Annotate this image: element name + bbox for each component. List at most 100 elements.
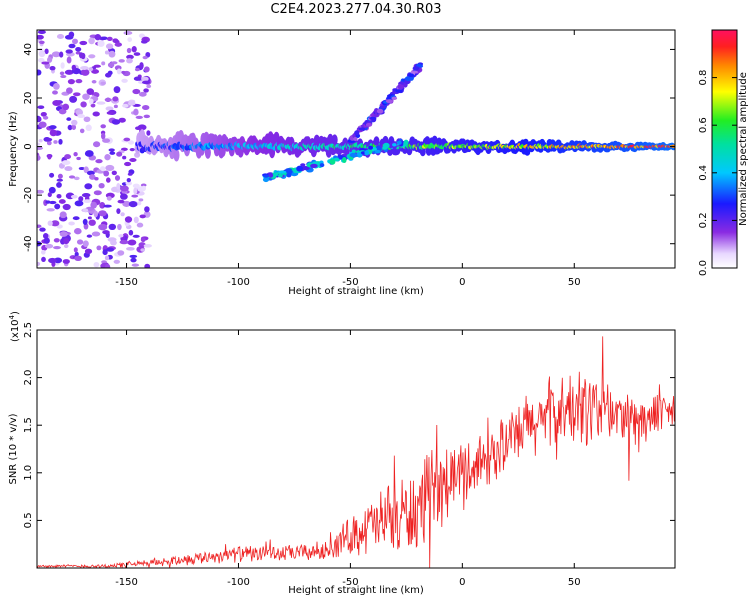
spectrogram-cell [92, 111, 100, 117]
spectrogram-cell [105, 177, 111, 183]
snr-x-ticks: -150 -100 -50 0 50 [115, 330, 581, 588]
spectrogram-cell [48, 200, 57, 205]
spectrogram-cell [117, 199, 125, 204]
spectrogram-cell [204, 146, 211, 159]
spectrogram-cell [118, 59, 125, 63]
spectrogram-cell [132, 88, 141, 95]
spectrogram-cell [73, 92, 81, 97]
spectrogram-cell [93, 190, 102, 196]
spectrogram-cell [82, 93, 90, 100]
spectrogram-cell [114, 175, 121, 181]
spectrogram-cell [397, 84, 405, 90]
spectrogram-cell [67, 78, 75, 85]
spectrogram-cell [49, 129, 58, 137]
spectrogram-cell [69, 95, 78, 103]
spectrogram-cell [106, 111, 114, 115]
spectrogram-cell [146, 84, 152, 89]
spectrogram-cell [37, 69, 42, 76]
spectrogram-cell [56, 33, 65, 40]
spectrogram-cell [373, 113, 378, 118]
spectrogram-cell [125, 181, 133, 186]
spectrogram-cell [85, 124, 92, 132]
spectrogram-cell [59, 231, 68, 237]
spectrogram-cell [397, 140, 402, 145]
spectrogram-cell [66, 56, 72, 64]
spectrogram-cell [379, 105, 386, 109]
spectrogram-x-axis-label: Height of straight line (km) [288, 286, 424, 297]
spectrogram-cell [73, 152, 78, 157]
spectrogram-cell [143, 66, 150, 73]
spectrogram-cell [104, 154, 111, 161]
spectrogram-cell [60, 62, 65, 69]
spectrogram-cell [391, 96, 398, 100]
colorbar-tick-label: 0.4 [698, 165, 709, 181]
spectrogram-cell [79, 128, 85, 134]
spectrogram-cell [319, 163, 325, 168]
spectrogram-cell [127, 239, 137, 246]
spectrogram-cell [73, 228, 82, 235]
spectrogram-cell [91, 231, 101, 237]
spectrogram-cell [354, 130, 360, 136]
spectrogram-cell [62, 259, 70, 264]
spectrogram-cell [46, 208, 55, 212]
spectrogram-cell [74, 251, 79, 257]
spectrogram-cell [41, 256, 46, 262]
spectrogram-cell [300, 163, 306, 167]
snr-x-axis-label: Height of straight line (km) [288, 585, 424, 596]
y-tick-label: 0 [23, 143, 34, 149]
colorbar-ticks: 0.0 0.2 0.4 0.6 0.8 [698, 70, 737, 276]
spectrogram-cell [143, 243, 152, 248]
spectrogram-cell [84, 183, 93, 190]
spectrogram-cell [133, 52, 141, 56]
spectrogram-cell [140, 183, 147, 187]
spectrogram-cell [75, 78, 83, 84]
spectrogram-cell [48, 257, 57, 264]
spectrogram-cell [106, 196, 112, 201]
spectrogram-cell [105, 106, 114, 111]
spectrogram-cell [144, 263, 151, 268]
spectrogram-cell [47, 154, 52, 160]
snr-multiplier-close: ) [10, 311, 21, 315]
spectrogram-cell [268, 172, 274, 178]
spectrogram-cell [38, 40, 45, 45]
spectrogram-cell [100, 81, 106, 86]
spectrogram-cell [126, 246, 135, 251]
spectrogram-cell [105, 164, 115, 171]
spectrogram-cell [365, 122, 373, 127]
spectrogram-cell [143, 88, 149, 93]
spectrogram-cell [138, 33, 145, 39]
spectrogram-cell [120, 193, 128, 200]
spectrogram-cell [395, 89, 403, 93]
colorbar-label: Normalized spectral amplitude [738, 72, 749, 226]
spectrogram-cell [412, 66, 420, 71]
spectrogram-cell [122, 103, 129, 108]
spectrogram-cell [106, 36, 113, 42]
spectrogram-cell [142, 55, 148, 60]
spectrogram-cell [143, 114, 151, 119]
spectrogram-cell [40, 249, 46, 255]
spectrogram-cell [123, 31, 133, 35]
spectrogram-cell [358, 127, 366, 131]
spectrogram-cell [101, 36, 108, 40]
spectrogram-cell [47, 220, 53, 226]
spectrogram-cell [74, 255, 82, 262]
spectrogram-cell [86, 88, 95, 95]
spectrogram-cell [38, 50, 46, 58]
spectrogram-cell [278, 174, 283, 178]
spectrogram-cell [110, 240, 117, 246]
spectrogram-cell [94, 176, 99, 181]
spectrogram-cell [37, 189, 45, 194]
spectrogram-cell [331, 134, 338, 146]
spectrogram-cell [296, 165, 303, 172]
spectrogram-cell [66, 117, 72, 121]
spectrogram-cell [102, 230, 110, 235]
spectrogram-cell [120, 212, 125, 217]
spectrogram-cell [90, 103, 96, 108]
spectrogram-cell [77, 114, 86, 119]
spectrogram-cell [100, 124, 106, 129]
spectrogram-cells [37, 30, 675, 268]
spectrogram-cell [118, 234, 124, 238]
spectrogram-cell [108, 50, 116, 58]
spectrogram-cell [113, 259, 121, 264]
spectrogram-cell [105, 263, 111, 268]
